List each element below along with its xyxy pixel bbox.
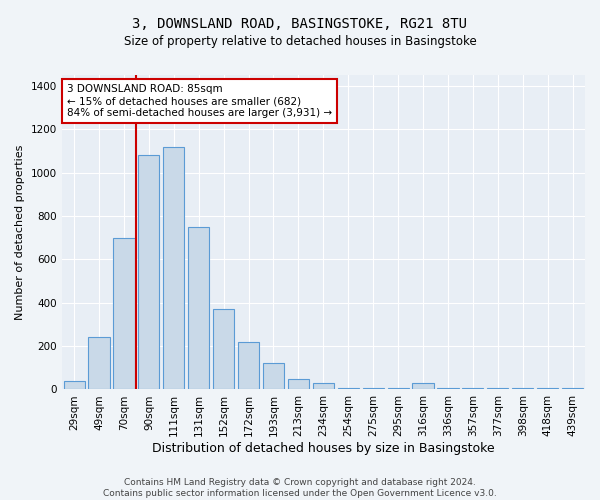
Bar [412, 383, 434, 390]
Bar [64, 381, 85, 390]
Bar [288, 378, 309, 390]
Text: Size of property relative to detached houses in Basingstoke: Size of property relative to detached ho… [124, 35, 476, 48]
Bar [88, 338, 110, 390]
Bar [263, 364, 284, 390]
Text: 3 DOWNSLAND ROAD: 85sqm
← 15% of detached houses are smaller (682)
84% of semi-d: 3 DOWNSLAND ROAD: 85sqm ← 15% of detache… [67, 84, 332, 117]
Bar [213, 309, 234, 390]
Bar [562, 388, 583, 390]
Bar [537, 388, 558, 390]
Bar [238, 342, 259, 390]
Bar [512, 388, 533, 390]
Bar [163, 146, 184, 390]
Bar [313, 383, 334, 390]
Bar [138, 155, 160, 390]
Bar [188, 227, 209, 390]
Bar [487, 388, 508, 390]
Bar [113, 238, 134, 390]
X-axis label: Distribution of detached houses by size in Basingstoke: Distribution of detached houses by size … [152, 442, 494, 455]
Bar [462, 388, 484, 390]
Text: 3, DOWNSLAND ROAD, BASINGSTOKE, RG21 8TU: 3, DOWNSLAND ROAD, BASINGSTOKE, RG21 8TU [133, 18, 467, 32]
Bar [388, 388, 409, 390]
Bar [437, 388, 458, 390]
Y-axis label: Number of detached properties: Number of detached properties [15, 144, 25, 320]
Text: Contains HM Land Registry data © Crown copyright and database right 2024.
Contai: Contains HM Land Registry data © Crown c… [103, 478, 497, 498]
Bar [362, 388, 384, 390]
Bar [338, 388, 359, 390]
